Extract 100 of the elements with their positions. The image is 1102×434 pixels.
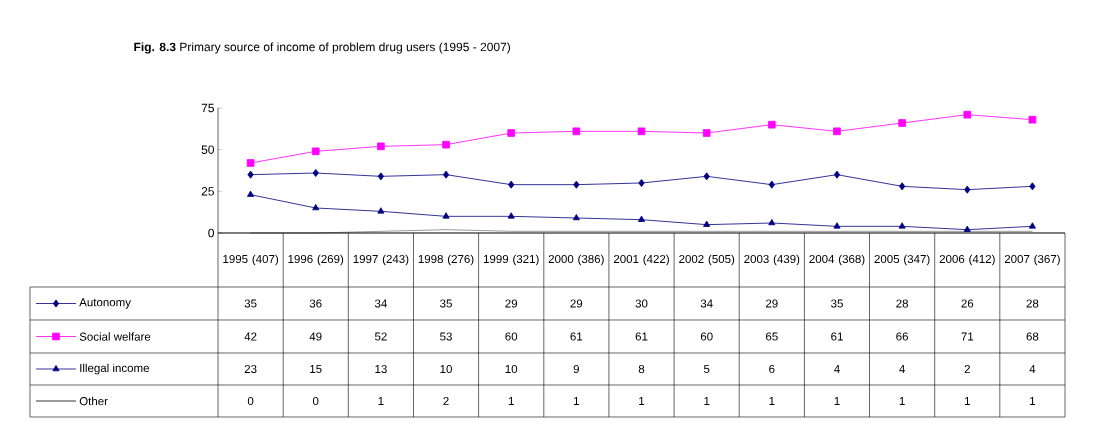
point <box>638 179 645 187</box>
x-tick-label: 2006 (412) <box>939 254 995 266</box>
point <box>442 140 450 149</box>
point <box>377 142 385 151</box>
data-label: 29 <box>570 299 583 308</box>
data-label: 26 <box>961 299 974 308</box>
point <box>312 169 319 177</box>
data-label: 35 <box>831 299 843 308</box>
point <box>833 127 841 136</box>
data-label: 28 <box>1026 299 1039 308</box>
point <box>768 120 776 129</box>
data-label: 10 <box>440 364 452 374</box>
data-label: 1 <box>964 397 970 405</box>
point <box>311 147 320 156</box>
data-label: 1 <box>769 397 775 405</box>
point <box>572 127 581 136</box>
data-label: 1 <box>508 397 514 405</box>
x-tick-label: 2005 (347) <box>874 254 930 266</box>
point <box>963 225 971 232</box>
data-label: 4 <box>899 365 905 373</box>
data-label: 36 <box>309 299 322 308</box>
point <box>768 180 775 189</box>
data-label: 6 <box>769 364 775 374</box>
point <box>377 172 384 181</box>
data-label: 60 <box>505 332 518 341</box>
data-label: 34 <box>374 299 387 308</box>
point <box>702 129 711 137</box>
x-tick-label: 2001 (422) <box>613 254 669 266</box>
point <box>573 180 580 189</box>
data-label: 1 <box>834 397 840 405</box>
x-tick-label: 2002 (505) <box>679 254 735 266</box>
data-label: 0 <box>312 396 319 406</box>
data-label: 71 <box>961 332 974 341</box>
data-label: 35 <box>244 299 257 308</box>
point <box>898 119 906 127</box>
point <box>508 180 515 189</box>
data-label: 60 <box>700 332 713 341</box>
point <box>507 129 515 137</box>
x-tick-label: 2003 (439) <box>744 254 800 266</box>
data-label: 53 <box>440 332 452 341</box>
data-label: 2 <box>964 364 970 374</box>
data-label: 1 <box>1030 397 1036 405</box>
x-tick-label: 1995 (407) <box>223 254 279 266</box>
data-label: 23 <box>244 364 257 374</box>
data-label: 5 <box>703 364 710 374</box>
legend-label: Autonomy <box>79 298 131 309</box>
point <box>833 222 841 229</box>
data-label: 52 <box>374 332 387 341</box>
data-label: 65 <box>766 332 778 341</box>
y-tick-label: 25 <box>201 187 214 196</box>
point <box>963 110 972 119</box>
data-label: 4 <box>834 365 840 373</box>
point <box>247 190 255 197</box>
legend-label: Social welfare <box>79 332 151 341</box>
point <box>833 170 841 179</box>
data-label: 1 <box>378 397 384 405</box>
point <box>572 214 580 221</box>
point <box>899 182 906 191</box>
data-label: 8 <box>638 364 645 374</box>
data-label: 61 <box>635 332 648 341</box>
point <box>703 172 710 181</box>
point <box>1029 182 1036 191</box>
x-tick-label: 1997 (243) <box>353 254 409 266</box>
point <box>507 212 515 219</box>
x-tick-label: 2004 (368) <box>809 254 865 266</box>
point <box>1028 222 1036 229</box>
data-label: 34 <box>700 299 713 308</box>
point <box>377 207 385 214</box>
x-tick-label: 2007 (367) <box>1004 254 1060 266</box>
data-label: 1 <box>899 397 905 405</box>
y-tick-label: 75 <box>201 103 214 113</box>
data-label: 4 <box>1029 365 1036 373</box>
data-label: 10 <box>505 364 518 374</box>
x-tick-label: 1996 (269) <box>288 254 344 266</box>
x-tick-label: 1998 (276) <box>418 254 474 266</box>
y-tick-label: 0 <box>208 228 215 238</box>
data-label: 9 <box>573 364 579 374</box>
point <box>964 185 971 194</box>
data-label: 2 <box>443 396 449 406</box>
data-label: 61 <box>570 332 583 341</box>
point <box>442 170 450 179</box>
point <box>442 212 450 219</box>
data-label: 1 <box>573 397 579 405</box>
data-label: 66 <box>896 332 908 341</box>
data-label: 29 <box>766 299 778 308</box>
data-label: 1 <box>639 397 645 405</box>
data-label: 35 <box>440 299 452 308</box>
y-tick-label: 50 <box>201 145 215 154</box>
data-label: 49 <box>309 332 322 341</box>
point <box>703 220 711 227</box>
legend-label: Other <box>79 396 108 406</box>
point <box>1028 115 1037 124</box>
data-label: 1 <box>704 397 710 405</box>
data-label: 0 <box>247 396 254 406</box>
point <box>637 215 646 222</box>
point <box>898 222 906 229</box>
data-label: 28 <box>896 299 909 308</box>
point <box>637 127 646 136</box>
data-label: 68 <box>1026 332 1039 341</box>
point <box>768 219 776 226</box>
